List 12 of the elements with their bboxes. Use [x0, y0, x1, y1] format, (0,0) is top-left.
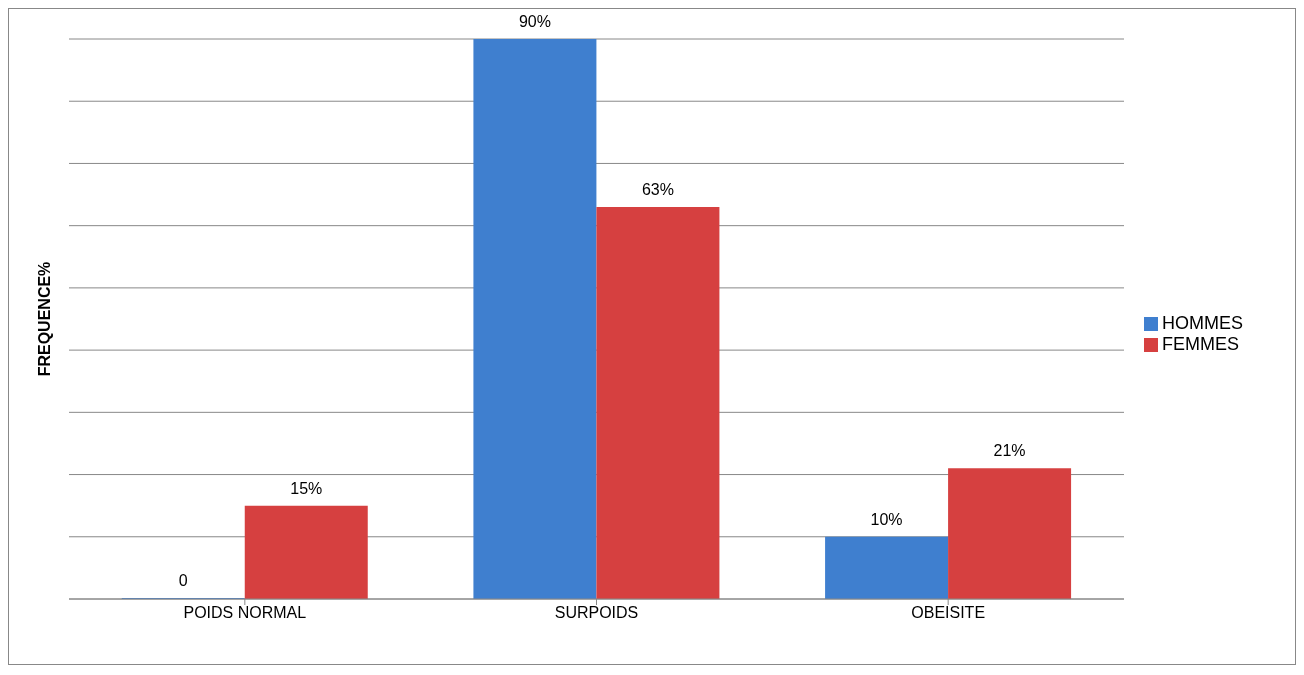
data-label: 10%	[870, 510, 903, 528]
data-label: 15%	[290, 479, 323, 497]
data-label: 21%	[993, 442, 1026, 460]
data-label: 0	[178, 572, 188, 589]
legend-label: HOMMES	[1162, 313, 1243, 333]
y-axis-title: FREQUENCE%	[35, 261, 53, 377]
data-label: 90%	[518, 13, 551, 30]
legend-label: FEMMES	[1162, 334, 1240, 354]
data-label: 63%	[641, 181, 674, 198]
x-tick-label: POIDS NORMAL	[183, 604, 307, 622]
x-tick-label: OBEISITE	[911, 604, 986, 622]
x-tick-label: SURPOIDS	[554, 604, 639, 622]
